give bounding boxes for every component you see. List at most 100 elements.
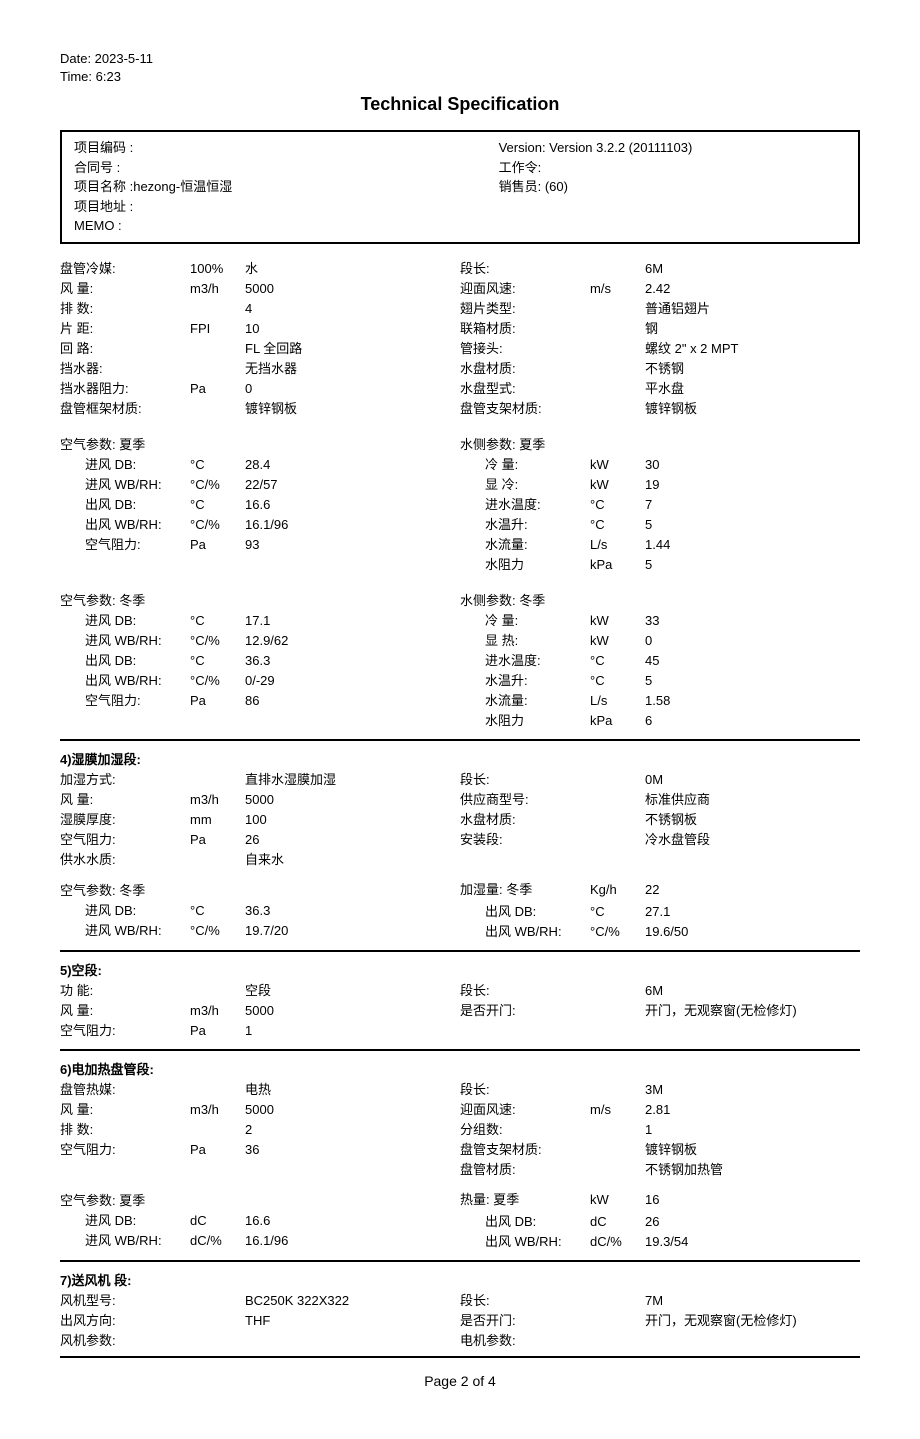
air-winter-header: 空气参数: 冬季: [60, 590, 460, 609]
data-value: 17.1: [245, 611, 460, 631]
data-row: 加湿方式:直排水湿膜加湿: [60, 770, 460, 790]
data-row: 迎面风速:m/s2.42: [460, 279, 860, 299]
data-row: 段长:6M: [460, 981, 860, 1001]
data-row: 水流量:L/s1.44: [460, 535, 860, 555]
data-unit: m/s: [590, 279, 645, 299]
data-value: 16.6: [245, 495, 460, 515]
data-row: 是否开门:开门，无观察窗(无检修灯): [460, 1001, 860, 1021]
data-label: 出风 DB:: [460, 902, 590, 922]
data-row: 段长:7M: [460, 1291, 860, 1311]
data-value: THF: [245, 1311, 460, 1331]
data-row: 迎面风速:m/s2.81: [460, 1100, 860, 1120]
data-label: 段长:: [460, 1291, 590, 1311]
data-value: 100: [245, 810, 460, 830]
data-unit: m/s: [590, 1100, 645, 1120]
data-label: 冷 量:: [460, 611, 590, 631]
data-label: 供应商型号:: [460, 790, 590, 810]
data-value: FL 全回路: [245, 339, 460, 359]
data-value: 16.1/96: [245, 1231, 460, 1251]
data-row: 显 冷:kW19: [460, 475, 860, 495]
data-value: 不锈钢板: [645, 810, 860, 830]
data-row: 联箱材质:钢: [460, 319, 860, 339]
data-row: 水盘材质:不锈钢: [460, 359, 860, 379]
data-row: 出风 DB:dC26: [460, 1212, 860, 1232]
data-row: 盘管框架材质:镀锌钢板: [60, 399, 460, 419]
data-label: 翅片类型:: [460, 299, 590, 319]
water-summer-header: 水侧参数: 夏季: [460, 434, 860, 453]
data-unit: [190, 339, 245, 359]
data-value: 16.1/96: [245, 515, 460, 535]
data-value: 镀锌钢板: [645, 399, 860, 419]
data-row: 翅片类型: 普通铝翅片: [460, 299, 860, 319]
data-row: 出风 DB:°C27.1: [460, 902, 860, 922]
data-unit: kW: [590, 475, 645, 495]
data-unit: [190, 399, 245, 419]
project-code: 项目编码 :: [74, 138, 499, 158]
data-row: 水阻力kPa5: [460, 555, 860, 575]
data-unit: [190, 1331, 245, 1351]
data-row: 排 数:2: [60, 1120, 460, 1140]
data-unit: [590, 1140, 645, 1160]
data-value: 不锈钢: [645, 359, 860, 379]
data-label: 出风 WB/RH:: [460, 1232, 590, 1252]
data-value: 螺纹 2" x 2 MPT: [645, 339, 860, 359]
data-row: 盘管材质:不锈钢加热管: [460, 1160, 860, 1180]
data-unit: [590, 1120, 645, 1140]
data-label: 进风 DB:: [60, 455, 190, 475]
data-value: 5000: [245, 790, 460, 810]
data-value: 电热: [245, 1080, 460, 1100]
data-row: 盘管支架材质:镀锌钢板: [460, 1140, 860, 1160]
data-value: 普通铝翅片: [645, 299, 860, 319]
data-row: 风 量:m3/h5000: [60, 1001, 460, 1021]
s6-heat-unit: kW: [590, 1190, 645, 1210]
data-value: 2.81: [645, 1100, 860, 1120]
data-row: 风机参数:: [60, 1331, 460, 1351]
data-value: 10: [245, 319, 460, 339]
data-label: 风机型号:: [60, 1291, 190, 1311]
data-row: 出风 DB:°C16.6: [60, 495, 460, 515]
data-value: 36: [245, 1140, 460, 1160]
info-box: 项目编码 : Version: Version 3.2.2 (20111103)…: [60, 130, 860, 244]
data-unit: [590, 981, 645, 1001]
data-unit: kW: [590, 631, 645, 651]
sales: 销售员: (60): [499, 177, 846, 197]
data-value: 7: [645, 495, 860, 515]
data-unit: [590, 790, 645, 810]
data-label: 显 热:: [460, 631, 590, 651]
data-row: 水盘型式:平水盘: [460, 379, 860, 399]
memo: MEMO :: [74, 216, 499, 236]
data-unit: °C: [590, 671, 645, 691]
data-value: 33: [645, 611, 860, 631]
data-value: 6: [645, 711, 860, 731]
data-unit: [590, 830, 645, 850]
data-unit: dC: [190, 1211, 245, 1231]
data-unit: °C: [190, 611, 245, 631]
data-value: 36.3: [245, 651, 460, 671]
data-row: 进风 DB:dC16.6: [60, 1211, 460, 1231]
data-value: 22/57: [245, 475, 460, 495]
data-row: 电机参数:: [460, 1331, 860, 1351]
data-unit: dC/%: [190, 1231, 245, 1251]
data-unit: °C: [590, 515, 645, 535]
data-value: 19.3/54: [645, 1232, 860, 1252]
data-label: 迎面风速:: [460, 279, 590, 299]
data-label: 显 冷:: [460, 475, 590, 495]
data-row: 是否开门:开门，无观察窗(无检修灯): [460, 1311, 860, 1331]
data-label: 迎面风速:: [460, 1100, 590, 1120]
data-label: 水温升:: [460, 515, 590, 535]
water-winter-header: 水侧参数: 冬季: [460, 590, 860, 609]
data-row: 空气阻力:Pa93: [60, 535, 460, 555]
data-value: 3M: [645, 1080, 860, 1100]
data-row: 空气阻力:Pa1: [60, 1021, 460, 1041]
data-value: 标准供应商: [645, 790, 860, 810]
data-label: 功 能:: [60, 981, 190, 1001]
data-row: 盘管支架材质:镀锌钢板: [460, 399, 860, 419]
data-value: 12.9/62: [245, 631, 460, 651]
data-row: 出风方向:THF: [60, 1311, 460, 1331]
s5-header: 5)空段:: [60, 960, 860, 979]
data-row: 管接头:螺纹 2" x 2 MPT: [460, 339, 860, 359]
data-label: 出风 DB:: [60, 495, 190, 515]
data-label: 风 量:: [60, 1001, 190, 1021]
data-row: 出风 WB/RH:°C/%19.6/50: [460, 922, 860, 942]
data-unit: kPa: [590, 555, 645, 575]
